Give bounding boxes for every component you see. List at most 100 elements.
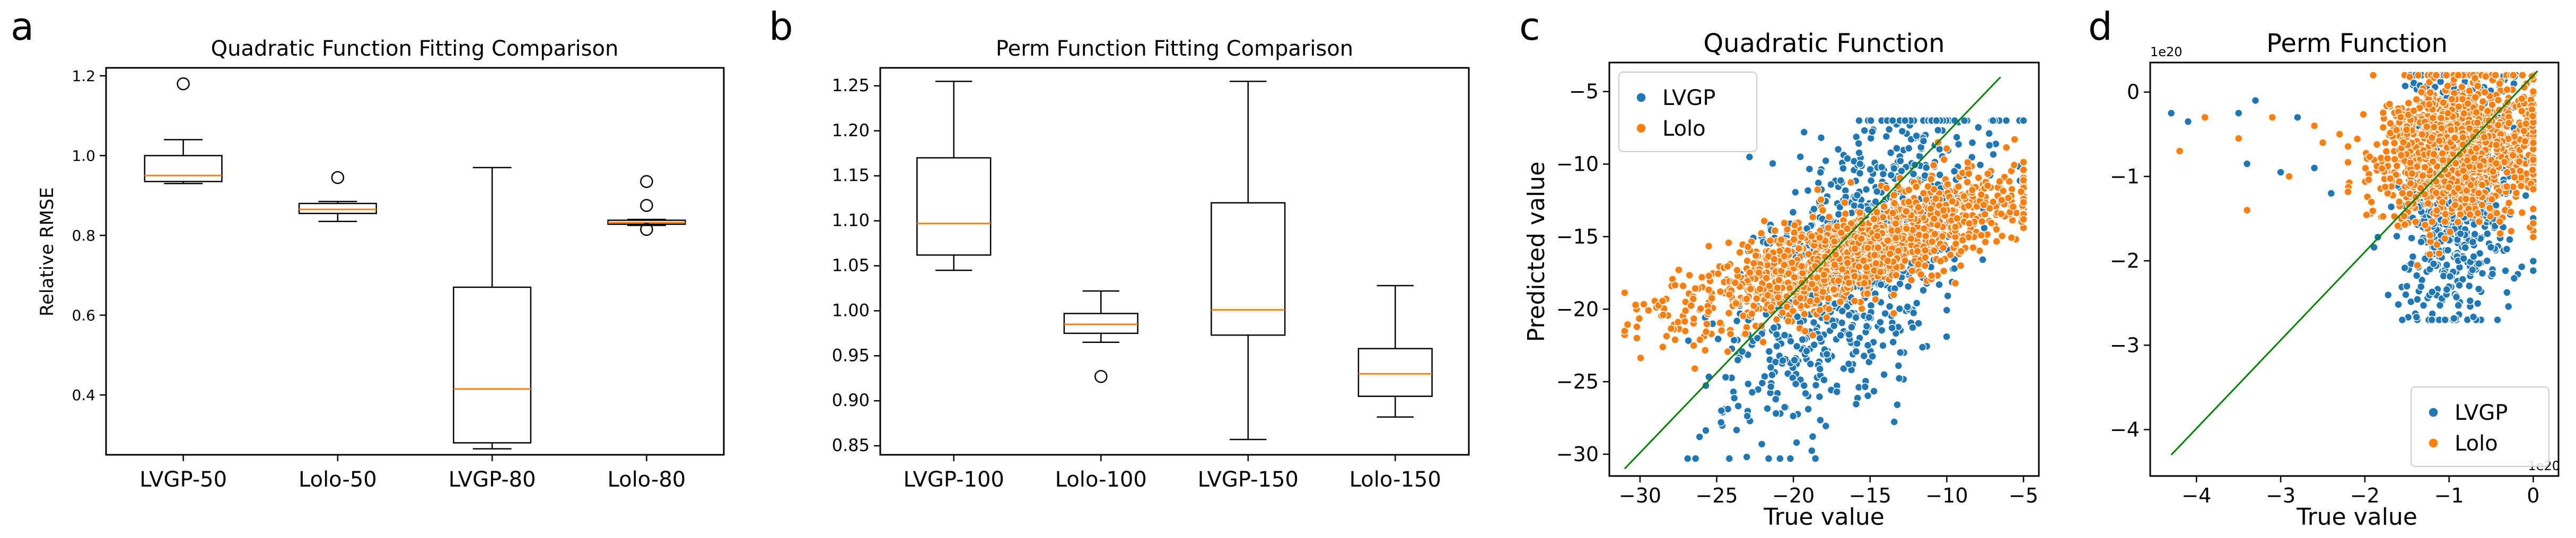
lolo-point (2344, 142, 2352, 151)
lvgp-point (1743, 412, 1751, 420)
lolo-point (1904, 198, 1913, 206)
lolo-point (2457, 83, 2466, 92)
lvgp-point (1974, 123, 1983, 132)
lvgp-point (1725, 454, 1733, 463)
lolo-point (1749, 259, 1758, 268)
lolo-point (1731, 278, 1740, 287)
panel-label-a: a (11, 4, 34, 49)
y-tick-label-b: 1.20 (832, 120, 870, 140)
lvgp-point (1900, 116, 1909, 125)
x-categories-a: LVGP-50 Lolo-50 LVGP-80 Lolo-80 (139, 455, 686, 492)
lolo-point (2478, 97, 2487, 106)
lvgp-point (1952, 133, 1961, 142)
box-Lolo-80 (607, 175, 686, 236)
lolo-point (1662, 332, 1671, 341)
lolo-point (1926, 175, 1935, 183)
lvgp-point (1684, 336, 1693, 345)
lolo-point (2481, 88, 2489, 96)
lolo-point (2518, 94, 2526, 103)
lolo-point (2379, 212, 2388, 221)
x-axis-label-d: True value (2296, 504, 2417, 531)
lolo-point (1752, 294, 1761, 303)
lolo-point (1964, 158, 1972, 167)
lvgp-point (1868, 352, 1877, 361)
lolo-point (2483, 107, 2492, 116)
box-iqr (1063, 313, 1138, 334)
lolo-point (1902, 224, 1911, 233)
lvgp-point (2466, 296, 2475, 305)
lolo-point (2369, 71, 2378, 80)
lvgp-point (2461, 243, 2469, 252)
lvgp-point (1800, 128, 1809, 137)
legend-c: LVGP Lolo (1618, 72, 1757, 152)
lolo-point (2495, 79, 2504, 88)
lvgp-point (2310, 164, 2319, 172)
x-category-label-a: Lolo-80 (608, 468, 686, 492)
lvgp-point (2501, 267, 2510, 275)
lvgp-point (2234, 109, 2243, 118)
lolo-point (2432, 206, 2441, 215)
outlier-point (640, 175, 653, 188)
lolo-point (1714, 269, 1722, 278)
lolo-point (1890, 191, 1898, 199)
lolo-point (2470, 74, 2479, 83)
lvgp-point (1855, 116, 1863, 125)
lolo-point (2504, 119, 2513, 127)
lolo-point (1766, 236, 1775, 245)
lvgp-point (1765, 347, 1774, 356)
lolo-point (1987, 218, 1995, 227)
lolo-point (1830, 237, 1839, 246)
x-tick-label-c: −25 (1695, 484, 1738, 507)
lvgp-point (1772, 330, 1781, 339)
lolo-point (1808, 331, 1817, 340)
lolo-point (2268, 113, 2276, 122)
lvgp-points (1683, 116, 2028, 463)
lolo-point (2519, 127, 2528, 135)
lolo-point (1780, 261, 1789, 269)
y-tick-label-a: 0.6 (72, 307, 95, 324)
lolo-point (1717, 326, 1726, 335)
lolo-point (2395, 177, 2404, 186)
lolo-point (2408, 169, 2416, 178)
lvgp-point (1888, 116, 1897, 125)
lolo-point (1687, 301, 1695, 310)
lolo-point (1636, 354, 1645, 363)
lolo-point (1726, 330, 1735, 338)
lolo-point (1880, 202, 1888, 211)
lvgp-point (1780, 331, 1789, 339)
lolo-point (2406, 179, 2415, 188)
lolo-point (1733, 266, 1741, 275)
lolo-point (2378, 164, 2387, 173)
lolo-point (2421, 221, 2430, 230)
lvgp-point (1904, 144, 1913, 153)
lolo-point (2399, 138, 2408, 147)
lolo-point (1850, 297, 1859, 305)
lvgp-point (1863, 391, 1872, 400)
lolo-point (1927, 271, 1936, 280)
lolo-point (2489, 167, 2498, 176)
lolo-point (1780, 219, 1789, 227)
lolo-point (2435, 249, 2443, 258)
lolo-point (1931, 230, 1939, 239)
lolo-point (2440, 217, 2449, 226)
lolo-point (2473, 118, 2482, 127)
lolo-point (2386, 174, 2395, 183)
lolo-point (2019, 165, 2028, 174)
lvgp-point (1877, 280, 1885, 289)
lvgp-point (1876, 318, 1885, 327)
lvgp-point (1855, 148, 1863, 157)
lolo-point (1977, 231, 1986, 240)
lolo-point (1978, 217, 1986, 226)
lvgp-point (1738, 347, 1747, 356)
lvgp-point (1829, 321, 1838, 330)
lvgp-point (1919, 286, 1927, 295)
x-category-label-b: Lolo-100 (1055, 468, 1147, 492)
lvgp-point (1793, 312, 1802, 321)
legend-marker-lvgp (1636, 92, 1646, 103)
lolo-point (1943, 180, 1952, 189)
lolo-point (2461, 173, 2470, 182)
lvgp-point (1860, 126, 1869, 135)
lolo-point (1834, 276, 1843, 285)
lvgp-point (1836, 331, 1845, 340)
lolo-point (2518, 71, 2527, 80)
